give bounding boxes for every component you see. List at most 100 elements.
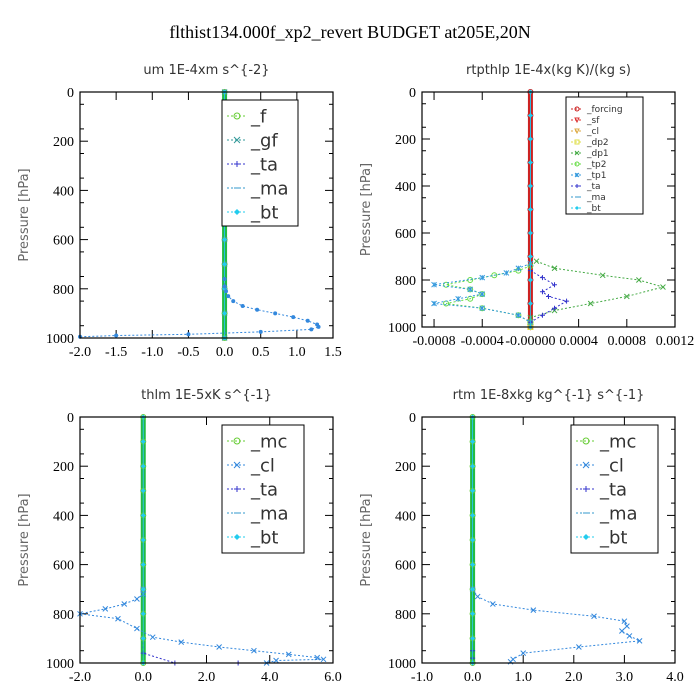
y-tick-label: 400 — [53, 184, 74, 199]
data-point — [309, 327, 314, 332]
y-tick-label: 400 — [395, 180, 416, 195]
x-tick-label: 2.0 — [198, 670, 216, 685]
data-point — [551, 265, 558, 272]
data-point — [470, 512, 476, 518]
series-line-cl — [79, 589, 324, 664]
data-point — [479, 274, 486, 281]
data-point — [527, 277, 533, 283]
y-tick-label: 0 — [67, 86, 74, 101]
data-point — [231, 299, 236, 304]
y-tick-label: 400 — [53, 509, 74, 524]
x-tick-label: -1.0 — [141, 345, 163, 360]
y-tick-label: 200 — [53, 135, 74, 150]
data-point — [255, 307, 260, 312]
data-point — [316, 324, 321, 329]
plot-frame — [79, 91, 334, 339]
x-tick-label: -2.0 — [69, 670, 91, 685]
x-tick-label: 1.5 — [324, 345, 342, 360]
y-tick-label: 600 — [53, 559, 74, 574]
x-tick-label: -2.0 — [69, 345, 91, 360]
data-point — [470, 611, 476, 617]
data-point — [660, 284, 666, 290]
series-markers — [78, 276, 321, 339]
legend-label: _cl — [250, 455, 275, 476]
data-point — [140, 439, 146, 445]
legend-swatch-marker — [574, 172, 580, 178]
plot-frame — [421, 416, 676, 664]
y-tick-label: 600 — [395, 227, 416, 242]
legend-swatch-marker — [574, 150, 580, 156]
data-point — [530, 607, 537, 613]
legend-label: _mc — [599, 431, 636, 452]
axis-ticks: 0 200 400 600 800 1000-2.0 -1.5 -1.0 -0.5 0.0 0.5 1… — [46, 86, 342, 360]
data-point — [258, 329, 263, 334]
legend-label: _ma — [250, 178, 289, 199]
data-point — [527, 207, 533, 212]
data-point — [222, 310, 228, 316]
data-point — [470, 488, 476, 494]
legend-label: _mc — [250, 431, 287, 452]
data-point — [140, 635, 146, 641]
y-tick-label: 600 — [395, 559, 416, 574]
data-point — [539, 312, 545, 318]
y-tick-label: 200 — [395, 133, 416, 148]
data-point — [140, 537, 146, 543]
legend-swatch-marker — [583, 534, 589, 540]
panel-title: um 1E-4xm s^{-2} — [143, 63, 269, 78]
panel-title: thlm 1E-5xK s^{-1} — [141, 388, 272, 403]
legend-label: _dp1 — [586, 149, 609, 159]
legend-swatch-marker — [233, 112, 241, 120]
x-tick-label: 6.0 — [324, 670, 342, 685]
series-markers — [527, 89, 533, 330]
data-point — [552, 305, 558, 311]
x-tick-label: 3.0 — [616, 670, 634, 685]
y-tick-label: 800 — [53, 283, 74, 298]
data-point — [222, 284, 227, 289]
data-point — [455, 295, 461, 302]
data-point — [527, 254, 533, 259]
x-tick-label: 0.0 — [135, 670, 153, 685]
x-tick-label: -0.0008 — [412, 334, 455, 349]
legend-label: _forcing — [586, 105, 623, 115]
data-point — [527, 136, 533, 142]
y-tick-label: 200 — [395, 460, 416, 475]
data-point — [527, 183, 533, 189]
data-point — [527, 113, 533, 118]
legend-swatch-marker — [234, 161, 240, 167]
series-markers — [140, 635, 241, 666]
data-point — [539, 275, 545, 281]
series-line-tp2 — [445, 265, 531, 323]
data-point — [291, 315, 296, 320]
legend-swatch-marker — [234, 209, 240, 215]
legend-label: _bt — [250, 202, 278, 223]
data-point — [503, 270, 510, 276]
data-point — [467, 286, 474, 293]
y-tick-label: 1000 — [46, 332, 74, 347]
legend-swatch-marker — [233, 136, 241, 144]
legend-label: _bt — [586, 204, 601, 214]
series-markers — [469, 586, 643, 665]
data-point — [587, 300, 594, 307]
data-point — [591, 613, 597, 620]
data-point — [149, 634, 156, 641]
axis-ticks: 0 200 400 600 800 1000-0.0008 -0.0004 -0.00000 0… — [388, 86, 694, 349]
data-point — [443, 281, 450, 288]
series-line-tp1 — [433, 263, 531, 323]
data-point — [224, 289, 229, 294]
data-point — [470, 439, 476, 445]
figure-title: flthist134.000f_xp2_revert BUDGET at205E… — [169, 22, 531, 42]
data-point — [636, 638, 643, 644]
legend-box — [565, 96, 644, 215]
legend-label: _sf — [586, 116, 600, 126]
series-markers — [140, 414, 146, 666]
y-tick-label: 0 — [67, 411, 74, 426]
data-point — [470, 537, 476, 543]
data-point — [134, 625, 140, 632]
legend-swatch-marker — [233, 437, 241, 445]
y-tick-label: 800 — [395, 608, 416, 623]
data-point — [621, 618, 628, 625]
data-point — [539, 289, 545, 295]
data-point — [564, 298, 570, 304]
data-point — [285, 651, 292, 658]
